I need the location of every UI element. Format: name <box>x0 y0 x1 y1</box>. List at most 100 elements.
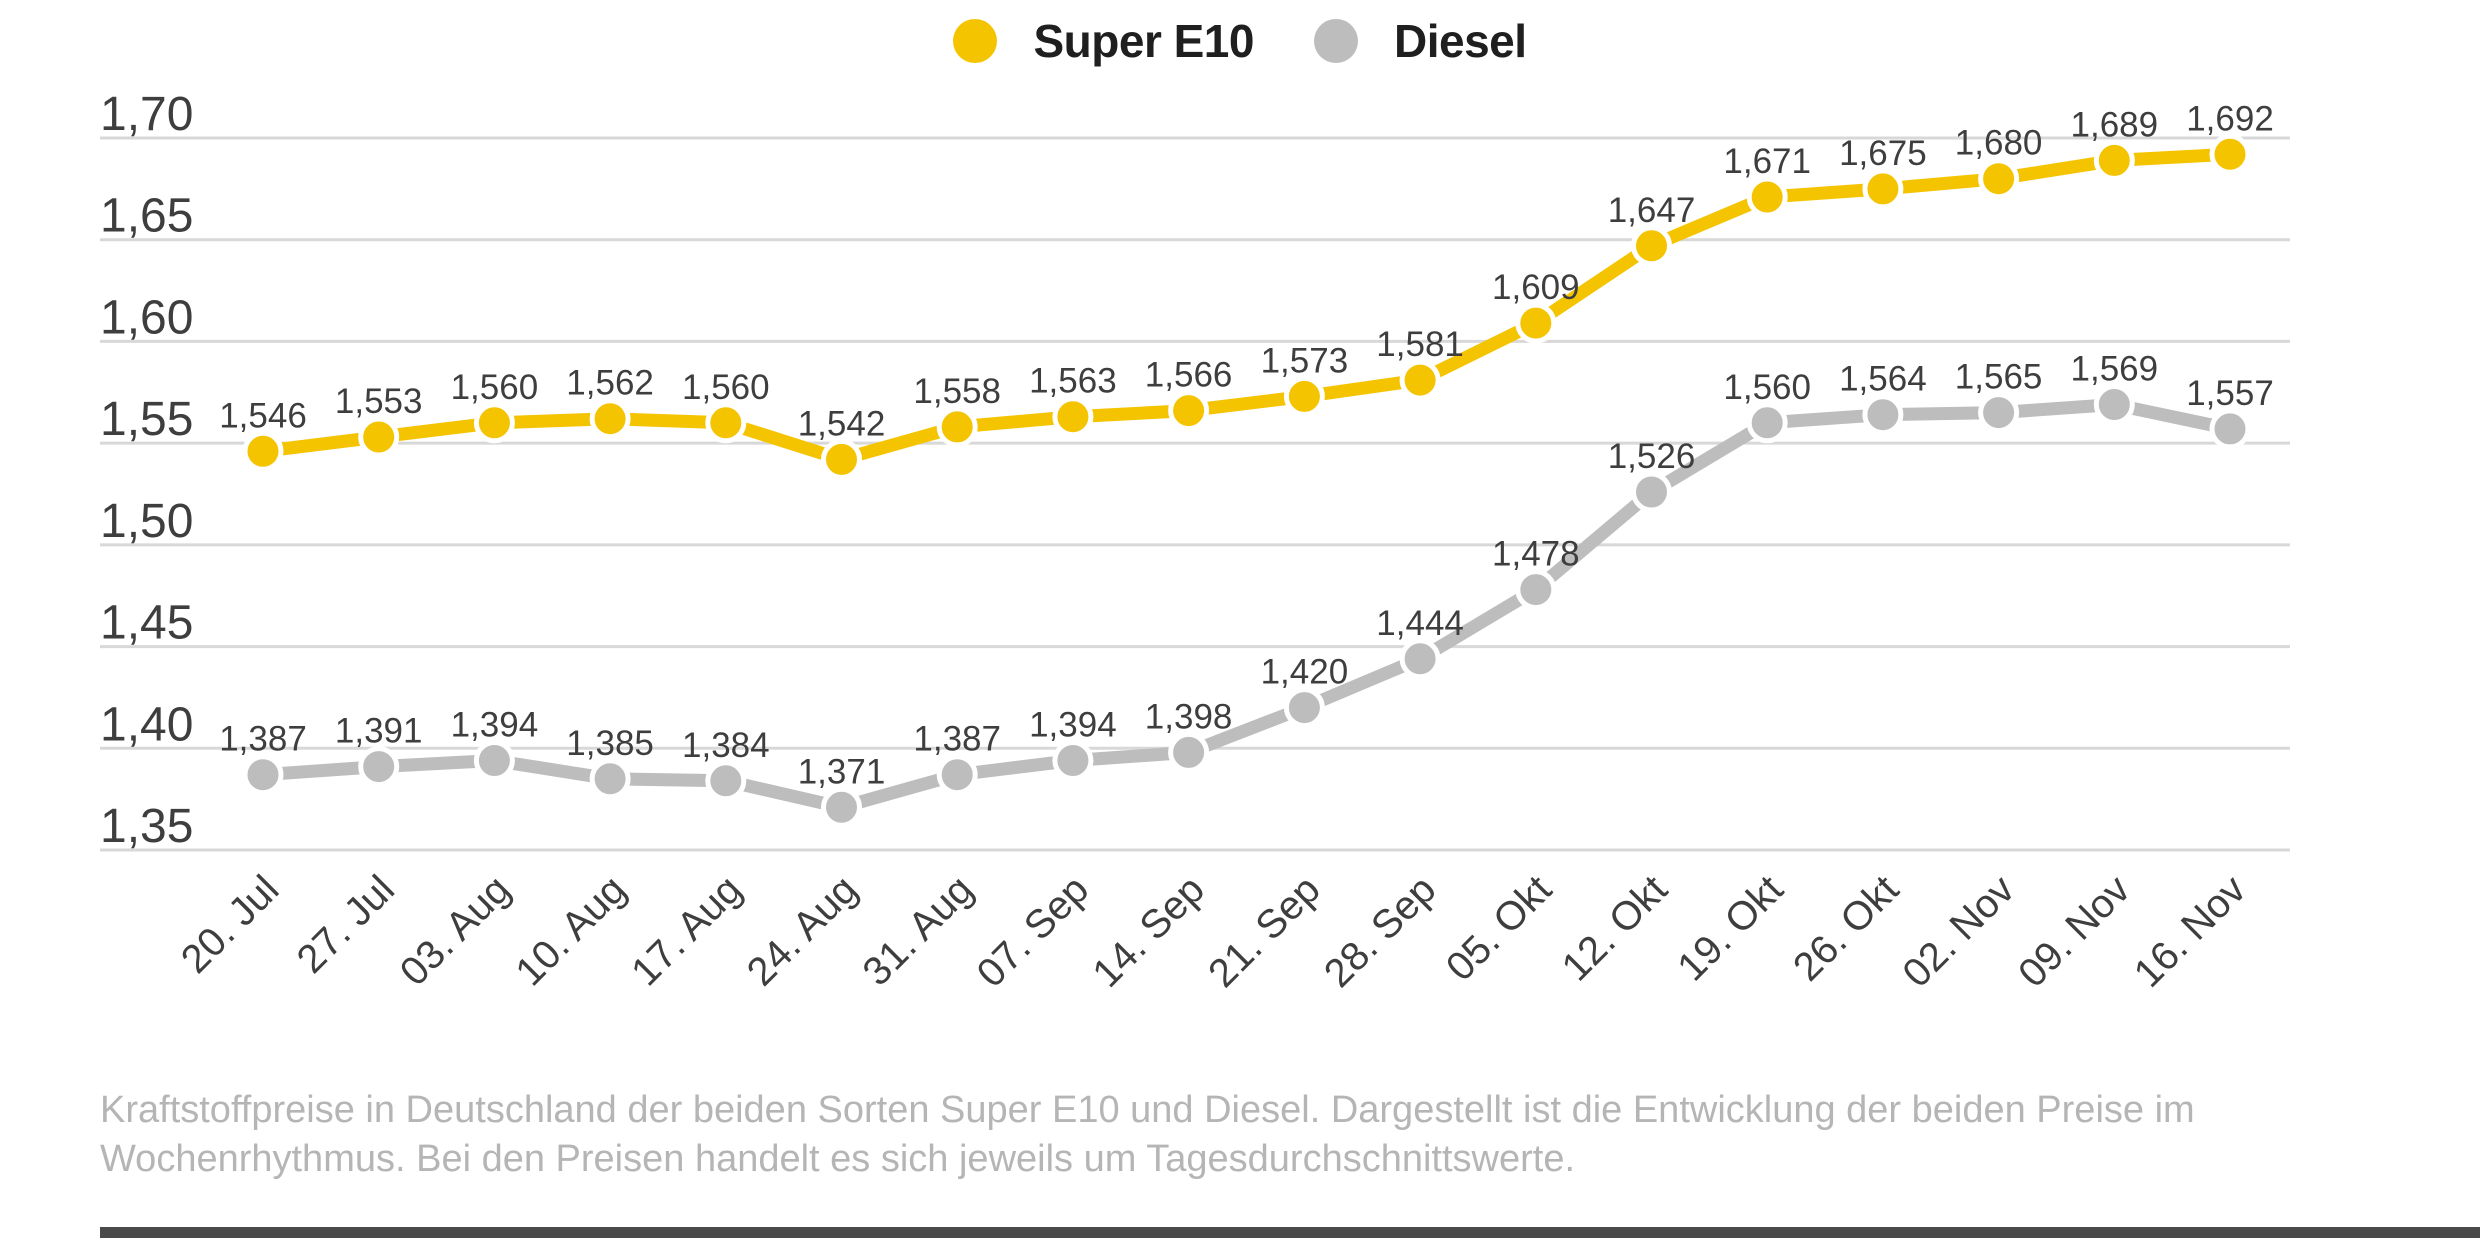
x-date-label: 12. Okt <box>1554 867 1676 989</box>
data-point <box>1399 638 1441 680</box>
data-point <box>2093 384 2135 425</box>
data-point-label: 1,573 <box>1261 341 1349 380</box>
data-point <box>1168 390 1210 432</box>
data-point-label: 1,420 <box>1261 653 1349 692</box>
data-point-label: 1,569 <box>2071 350 2159 389</box>
data-point <box>242 754 284 796</box>
data-point <box>1746 176 1788 218</box>
data-point-label: 1,387 <box>913 720 1001 759</box>
data-point-label: 1,562 <box>566 364 654 403</box>
data-point-label: 1,385 <box>566 724 654 763</box>
data-point <box>821 786 862 828</box>
data-point <box>1168 731 1210 773</box>
caption-line-2: Wochenrhythmus. Bei den Preisen handelt … <box>100 1138 1576 1180</box>
data-point <box>589 758 631 800</box>
data-point <box>936 406 978 448</box>
x-date-label: 27. Jul <box>289 867 403 981</box>
data-point <box>1399 359 1441 401</box>
data-point <box>473 740 515 781</box>
data-point <box>589 398 631 440</box>
data-point <box>1978 158 2020 200</box>
x-date-label: 31. Aug <box>855 867 982 994</box>
y-grid: 1,70 1,65 1,60 1,55 1,50 1,45 1,40 1,35 <box>100 88 2290 853</box>
data-point <box>473 402 515 444</box>
data-point <box>1631 471 1672 513</box>
data-point-label: 1,391 <box>335 712 423 751</box>
line-chart-area: 1,70 1,65 1,60 1,55 1,50 1,45 1,40 1,35 20. Jul 2… <box>100 88 2290 996</box>
super-e10-dot-icon <box>953 19 998 63</box>
data-point <box>705 402 747 444</box>
y-tick-label: 1,60 <box>100 291 193 344</box>
x-date-label: 07. Sep <box>969 867 1098 996</box>
caption-line-1: Kraftstoffpreise in Deutschland der beid… <box>100 1089 2195 1131</box>
data-point-label: 1,558 <box>913 372 1001 411</box>
data-point <box>705 760 747 802</box>
data-point-label: 1,647 <box>1608 191 1696 230</box>
data-point <box>1052 740 1094 781</box>
x-date-label: 17. Aug <box>623 867 750 994</box>
x-date-label: 16. Nov <box>2126 867 2255 996</box>
chart-legend: Super E10 Diesel <box>0 10 2480 72</box>
data-point-label: 1,566 <box>1145 356 1233 395</box>
data-point-label: 1,542 <box>798 404 886 443</box>
data-point <box>1515 569 1557 611</box>
x-date-label: 19. Okt <box>1669 867 1791 989</box>
x-date-label: 05. Okt <box>1438 867 1560 989</box>
data-point <box>358 416 400 458</box>
data-point <box>1631 225 1672 267</box>
data-point <box>1746 402 1788 444</box>
data-point-label: 1,394 <box>1029 706 1117 745</box>
series-super-e10: 1,546 1,553 1,560 1,562 1,560 1,542 1,558 1,563… <box>219 99 2274 480</box>
data-point-label: 1,444 <box>1376 604 1464 643</box>
bottom-divider-bar <box>100 1227 2480 1238</box>
data-point <box>821 438 862 480</box>
y-tick-label: 1,70 <box>100 88 193 141</box>
x-date-label: 03. Aug <box>392 867 519 994</box>
y-tick-label: 1,65 <box>100 190 193 243</box>
x-date-label: 09. Nov <box>2010 867 2139 996</box>
data-point-label: 1,689 <box>2071 105 2159 144</box>
data-point <box>1862 168 1904 210</box>
data-point-label: 1,563 <box>1029 362 1117 401</box>
y-tick-label: 1,35 <box>100 800 193 853</box>
x-date-label: 28. Sep <box>1316 867 1445 996</box>
x-date-label: 21. Sep <box>1200 867 1329 996</box>
data-point <box>1052 396 1094 438</box>
data-point <box>242 430 284 472</box>
data-point <box>1283 687 1325 729</box>
y-tick-label: 1,55 <box>100 393 193 446</box>
data-point-label: 1,560 <box>451 368 539 407</box>
data-point-label: 1,387 <box>219 720 307 759</box>
data-point <box>1862 394 1904 436</box>
data-point-label: 1,560 <box>682 368 770 407</box>
data-point <box>1283 375 1325 417</box>
data-point-label: 1,564 <box>1839 360 1927 399</box>
diesel-dot-icon <box>1313 19 1358 63</box>
legend-label-diesel: Diesel <box>1393 15 1527 67</box>
series-diesel: 1,387 1,391 1,394 1,385 1,384 1,371 1,387 1,394… <box>219 350 2274 828</box>
data-point-label: 1,398 <box>1145 697 1233 736</box>
data-point-label: 1,581 <box>1376 325 1464 364</box>
legend-label-super-e10: Super E10 <box>1033 15 1254 67</box>
x-date-label: 10. Aug <box>507 867 634 994</box>
data-point-label: 1,680 <box>1955 124 2043 163</box>
data-point-label: 1,565 <box>1955 358 2043 397</box>
data-point <box>2093 139 2135 181</box>
y-tick-label: 1,45 <box>100 597 193 650</box>
legend-item-super-e10: Super E10 <box>953 14 1254 68</box>
data-point-label: 1,560 <box>1723 368 1811 407</box>
data-point <box>1515 302 1557 344</box>
data-point-label: 1,394 <box>451 706 539 745</box>
y-tick-label: 1,40 <box>100 698 193 751</box>
data-point-label: 1,671 <box>1723 142 1811 181</box>
data-point-label: 1,526 <box>1608 437 1696 476</box>
data-point-label: 1,478 <box>1492 535 1580 574</box>
chart-caption: Kraftstoffpreise in Deutschland der beid… <box>100 1086 2390 1184</box>
data-point-label: 1,692 <box>2186 99 2274 138</box>
data-point-label: 1,546 <box>219 396 307 435</box>
data-point-label: 1,384 <box>682 726 770 765</box>
data-point <box>936 754 978 796</box>
y-tick-label: 1,50 <box>100 495 193 548</box>
